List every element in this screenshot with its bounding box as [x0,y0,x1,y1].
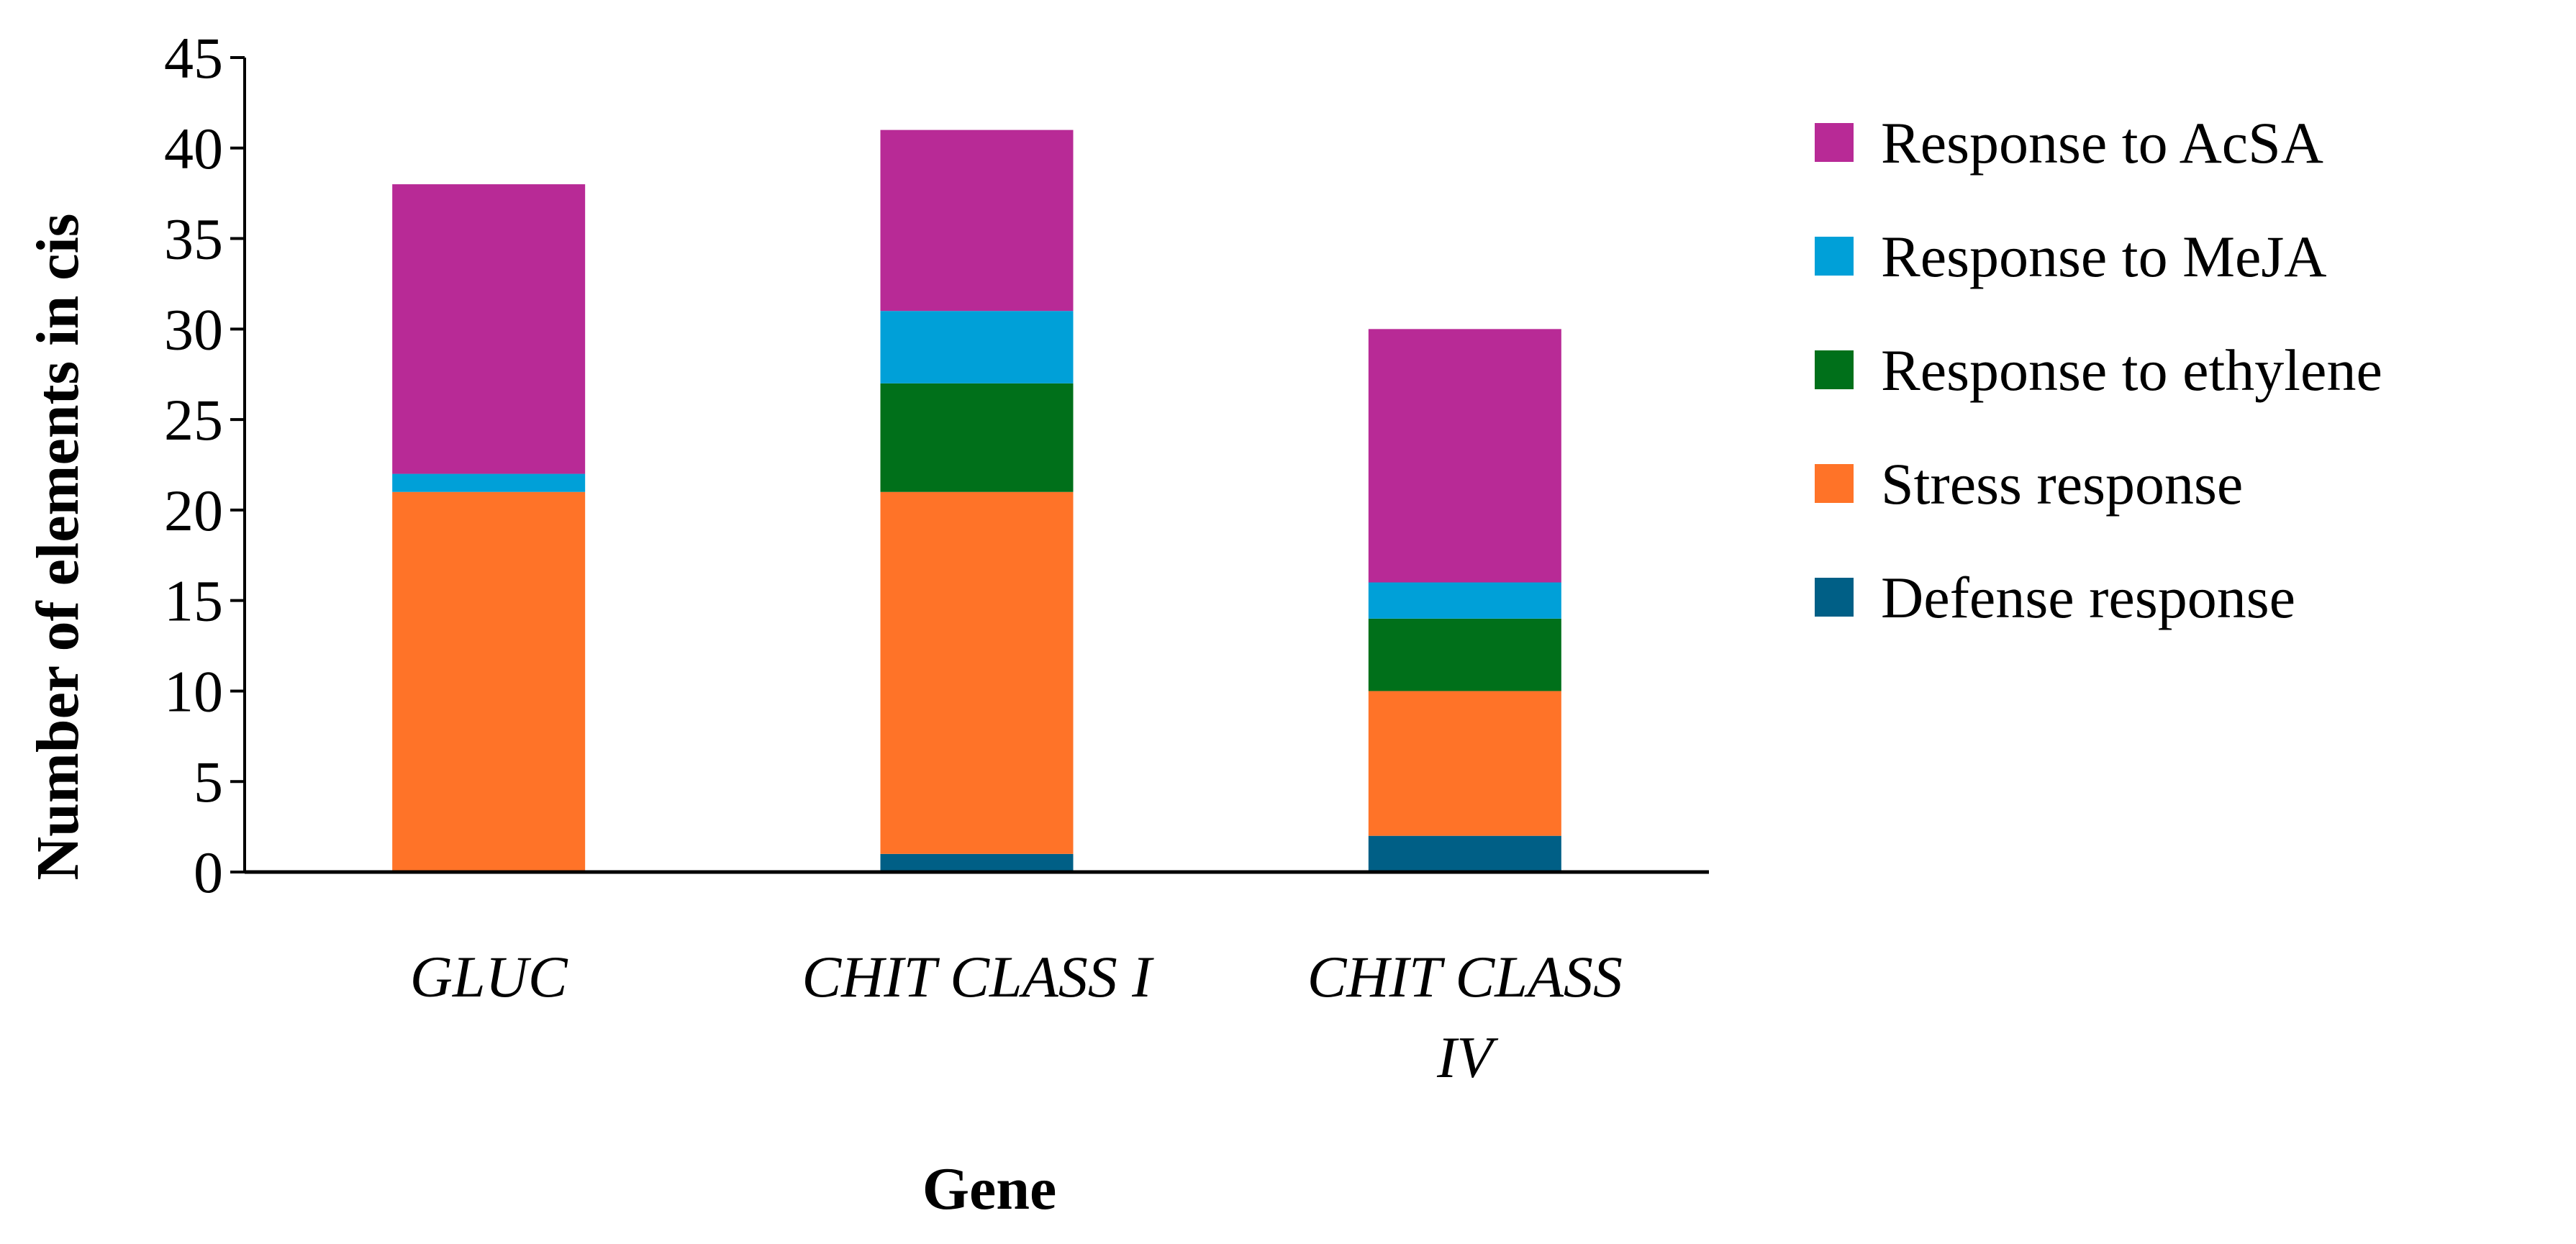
y-tick-label: 30 [164,296,223,362]
y-axis-ticks: 0 5 10 15 20 25 30 35 40 45 [164,25,245,905]
legend: Response to AcSA Response to MeJA Response… [1815,110,2382,630]
legend-label: Response to ethylene [1881,337,2382,403]
legend-label: Response to AcSA [1881,110,2323,176]
legend-label: Defense response [1881,565,2295,630]
legend-label: Response to MeJA [1881,224,2327,289]
bar-segment [880,491,1074,854]
y-tick-label: 20 [164,478,223,543]
bars [392,130,1561,872]
axes [243,58,1709,874]
x-tick-label: CHIT CLASS [1307,944,1623,1009]
bar-segment [1368,582,1561,619]
y-axis-title: Number of elements in cis [24,214,91,881]
bar-segment [1368,618,1561,691]
y-tick-label: 40 [164,116,223,181]
legend-label: Stress response [1881,451,2243,517]
y-tick-label: 45 [164,25,223,91]
y-tick-label: 35 [164,206,223,272]
x-tick-label: IV [1436,1025,1498,1090]
bar-segment [392,184,586,474]
bar-segment [1368,835,1561,872]
y-tick-label: 10 [164,658,223,724]
x-tick-label: GLUC [410,944,568,1009]
legend-swatch [1815,237,1854,276]
y-tick-label: 0 [194,840,223,905]
bar-segment [880,130,1074,312]
y-tick-label: 15 [164,568,223,634]
y-tick-label: 5 [194,749,223,814]
legend-swatch [1815,578,1854,617]
x-axis-labels: GLUC CHIT CLASS I CHIT CLASS IV [410,944,1623,1090]
legend-swatch [1815,123,1854,162]
y-tick-label: 25 [164,387,223,453]
legend-swatch [1815,464,1854,503]
bar-segment [392,491,586,872]
bar-segment [880,853,1074,872]
bar-segment [1368,691,1561,836]
bar-segment [880,311,1074,383]
x-tick-label: CHIT CLASS I [802,944,1154,1009]
bar-segment [1368,329,1561,583]
bar-segment [392,473,586,492]
bar-segment [880,383,1074,492]
legend-swatch [1815,350,1854,389]
x-axis-title: Gene [922,1156,1057,1222]
